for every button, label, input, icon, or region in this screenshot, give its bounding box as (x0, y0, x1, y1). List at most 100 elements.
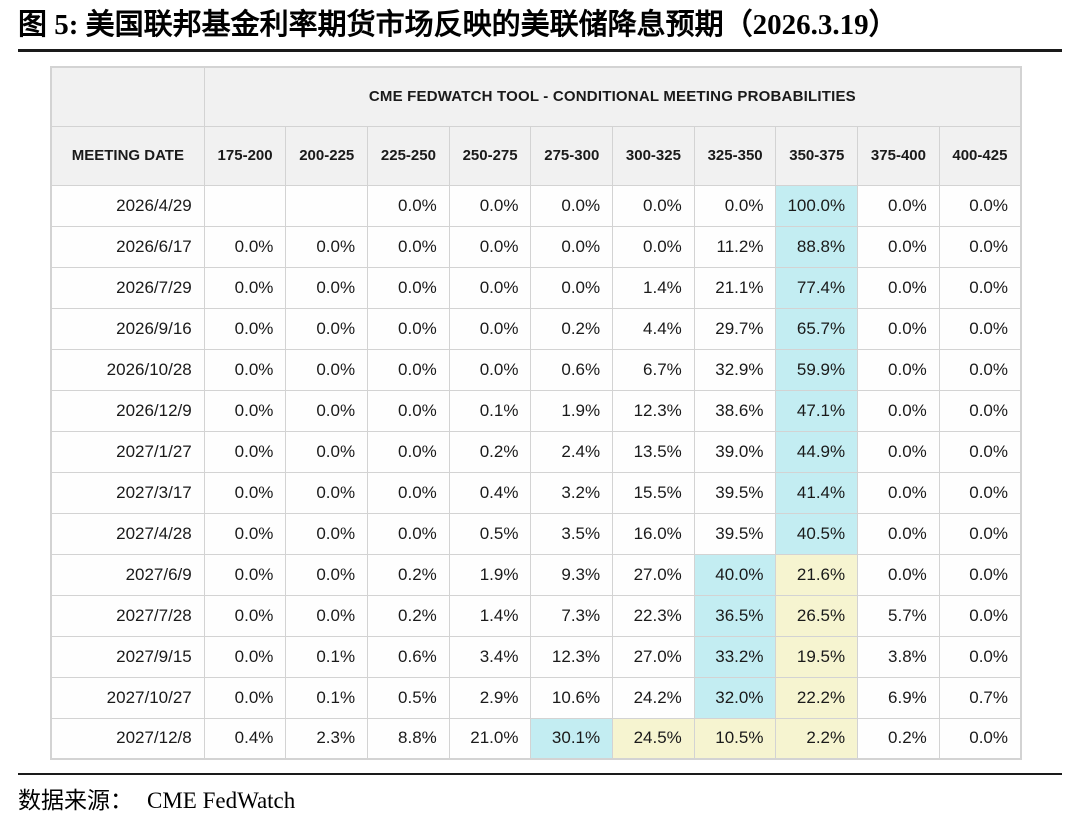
rate-bin-header: 300-325 (612, 125, 695, 186)
meeting-date-cell: 2027/7/28 (50, 594, 205, 637)
probability-cell-highlighted: 65.7% (775, 307, 859, 350)
footer-divider (18, 773, 1062, 775)
probability-cell: 0.0% (857, 225, 940, 268)
probability-cell: 0.4% (448, 471, 532, 514)
probability-cell-highlighted: 26.5% (775, 594, 859, 637)
probability-cell: 0.0% (203, 471, 287, 514)
probability-cell: 0.0% (938, 225, 1022, 268)
probability-cell: 0.1% (285, 676, 369, 719)
probability-cell: 0.0% (367, 471, 450, 514)
probability-cell: 5.7% (857, 594, 940, 637)
probability-cell-highlighted: 21.6% (775, 553, 859, 596)
probability-cell: 3.4% (448, 635, 532, 678)
probability-cell: 0.0% (203, 225, 287, 268)
probability-cell: 0.1% (448, 389, 532, 432)
probability-cell: 0.0% (367, 348, 450, 391)
probability-cell: 0.0% (857, 430, 940, 473)
probability-cell: 12.3% (530, 635, 614, 678)
fedwatch-table: CME FEDWATCH TOOL - CONDITIONAL MEETING … (50, 66, 1022, 760)
meeting-date-cell: 2027/1/27 (50, 430, 205, 473)
probability-cell: 29.7% (693, 307, 777, 350)
probability-cell: 0.0% (203, 348, 287, 391)
rate-bin-header: 350-375 (775, 125, 859, 186)
probability-cell: 12.3% (612, 389, 695, 432)
probability-cell: 1.4% (612, 266, 695, 309)
table-row: 2026/10/28 0.0% 0.0% 0.0% 0.0% 0.6% 6.7% 32.9% 5… (50, 348, 1022, 391)
probability-cell: 0.6% (530, 348, 614, 391)
probability-cell: 0.2% (857, 717, 940, 760)
probability-cell-highlighted: 19.5% (775, 635, 859, 678)
title-divider (18, 49, 1062, 52)
rate-bin-header: 200-225 (285, 125, 369, 186)
probability-cell: 9.3% (530, 553, 614, 596)
probability-cell: 0.0% (367, 389, 450, 432)
probability-cell: 0.0% (448, 307, 532, 350)
probability-cell: 0.0% (203, 512, 287, 555)
probability-cell: 0.0% (857, 471, 940, 514)
probability-cell: 24.2% (612, 676, 695, 719)
probability-cell: 0.0% (367, 430, 450, 473)
probability-cell: 1.4% (448, 594, 532, 637)
table-row: 2026/6/17 0.0% 0.0% 0.0% 0.0% 0.0% 0.0% 11.2% 88… (50, 225, 1022, 268)
table-title-cell: CME FEDWATCH TOOL - CONDITIONAL MEETING … (203, 66, 1022, 127)
rate-bin-header: 250-275 (448, 125, 532, 186)
probability-cell: 0.0% (938, 184, 1022, 227)
probability-cell: 0.0% (285, 594, 369, 637)
probability-cell: 27.0% (612, 553, 695, 596)
table-row: 2027/1/27 0.0% 0.0% 0.0% 0.2% 2.4% 13.5% 39.0% 4… (50, 430, 1022, 473)
table-row: 2027/7/28 0.0% 0.0% 0.2% 1.4% 7.3% 22.3% 36.5% 2… (50, 594, 1022, 637)
probability-cell: 3.8% (857, 635, 940, 678)
probability-cell: 0.0% (530, 225, 614, 268)
probability-cell: 0.0% (285, 307, 369, 350)
rate-bin-header: 375-400 (857, 125, 940, 186)
meeting-date-cell: 2027/10/27 (50, 676, 205, 719)
probability-cell: 0.0% (285, 553, 369, 596)
probability-cell: 0.0% (857, 184, 940, 227)
probability-cell-highlighted: 40.5% (775, 512, 859, 555)
probability-cell: 11.2% (693, 225, 777, 268)
probability-cell-highlighted: 88.8% (775, 225, 859, 268)
probability-cell: 27.0% (612, 635, 695, 678)
probability-cell: 0.0% (285, 225, 369, 268)
probability-cell: 0.0% (938, 594, 1022, 637)
probability-cell: 7.3% (530, 594, 614, 637)
probability-cell-highlighted: 40.0% (693, 553, 777, 596)
probability-cell: 8.8% (367, 717, 450, 760)
probability-cell: 10.6% (530, 676, 614, 719)
probability-cell-highlighted: 59.9% (775, 348, 859, 391)
probability-cell: 0.0% (612, 225, 695, 268)
probability-cell: 0.0% (938, 553, 1022, 596)
table-merged-header-row: CME FEDWATCH TOOL - CONDITIONAL MEETING … (50, 66, 1022, 127)
probability-cell: 0.0% (693, 184, 777, 227)
probability-cell: 0.0% (938, 717, 1022, 760)
probability-cell: 16.0% (612, 512, 695, 555)
probability-cell: 0.2% (367, 594, 450, 637)
probability-cell: 0.0% (938, 471, 1022, 514)
source-value: CME FedWatch (147, 788, 296, 813)
probability-cell-highlighted: 32.0% (693, 676, 777, 719)
probability-cell-highlighted: 77.4% (775, 266, 859, 309)
probability-cell: 22.3% (612, 594, 695, 637)
probability-cell: 0.0% (367, 184, 450, 227)
probability-cell-highlighted: 47.1% (775, 389, 859, 432)
probability-cell: 0.0% (203, 389, 287, 432)
probability-cell: 0.0% (612, 184, 695, 227)
probability-cell: 0.0% (857, 307, 940, 350)
probability-cell-highlighted: 30.1% (530, 717, 614, 760)
probability-cell: 1.9% (448, 553, 532, 596)
probability-cell: 0.2% (448, 430, 532, 473)
probability-cell: 3.5% (530, 512, 614, 555)
probability-cell: 0.0% (448, 184, 532, 227)
probability-cell: 38.6% (693, 389, 777, 432)
table-row: 2027/9/15 0.0% 0.1% 0.6% 3.4% 12.3% 27.0% 33.2%… (50, 635, 1022, 678)
probability-cell: 0.0% (203, 430, 287, 473)
probability-cell: 0.0% (448, 225, 532, 268)
probability-cell: 0.5% (448, 512, 532, 555)
probability-cell: 0.0% (530, 184, 614, 227)
probability-cell: 0.0% (857, 389, 940, 432)
probability-cell: 0.7% (938, 676, 1022, 719)
probability-cell: 0.2% (530, 307, 614, 350)
table-row: 2026/7/29 0.0% 0.0% 0.0% 0.0% 0.0% 1.4% 21.1% 77… (50, 266, 1022, 309)
table-row: 2027/10/27 0.0% 0.1% 0.5% 2.9% 10.6% 24.2% 32.0… (50, 676, 1022, 719)
probability-cell: 0.0% (938, 512, 1022, 555)
